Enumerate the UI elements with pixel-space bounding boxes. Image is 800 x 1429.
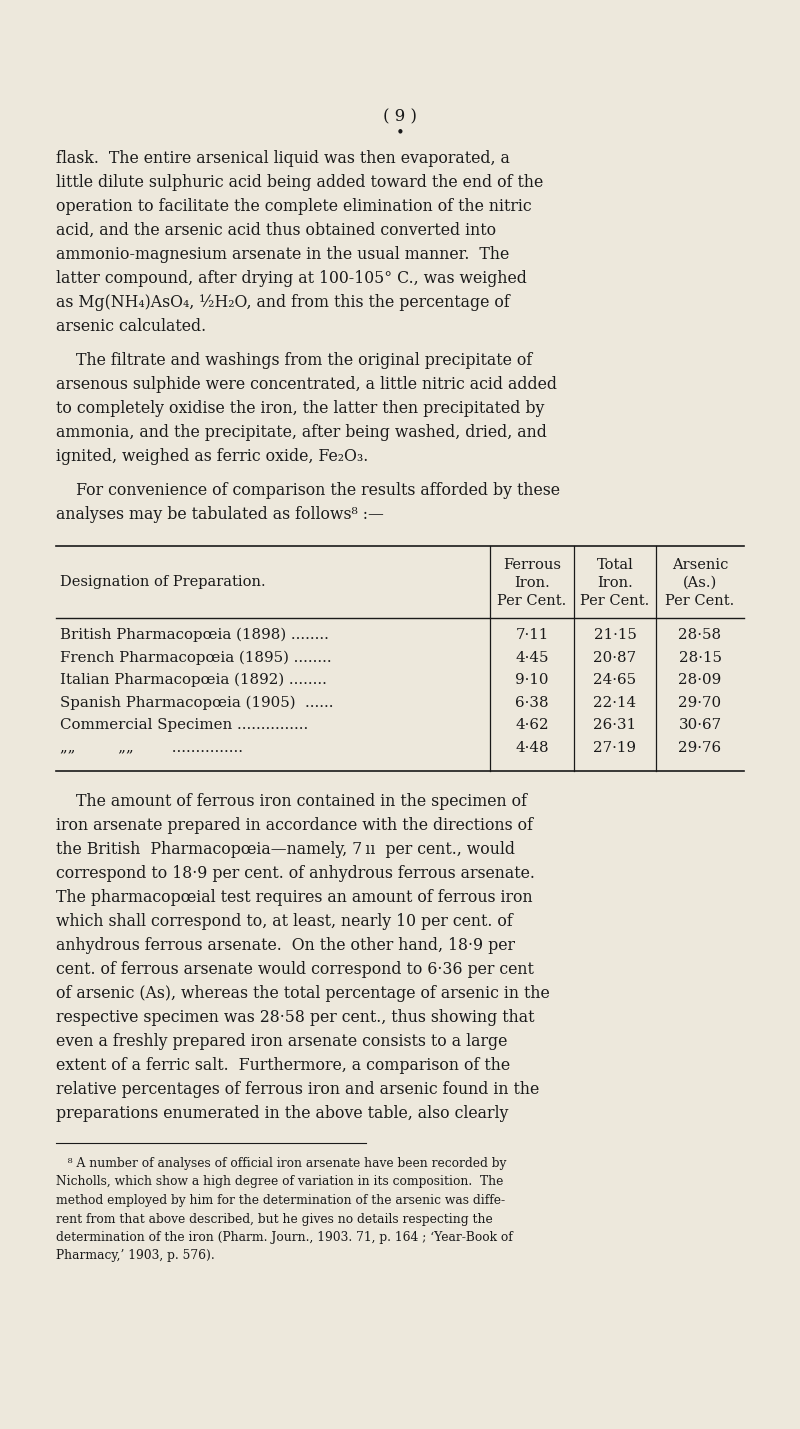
Text: as Mg(NH₄)AsO₄, ½H₂O, and from this the percentage of: as Mg(NH₄)AsO₄, ½H₂O, and from this the …: [56, 294, 510, 312]
Text: „„         „„        ...............: „„ „„ ...............: [60, 740, 243, 755]
Text: little dilute sulphuric acid being added toward the end of the: little dilute sulphuric acid being added…: [56, 174, 543, 191]
Text: 24·65: 24·65: [594, 673, 637, 687]
Text: (As.): (As.): [683, 576, 717, 590]
Text: Total: Total: [597, 557, 634, 572]
Text: 29·70: 29·70: [678, 696, 722, 710]
Text: latter compound, after drying at 100-105° C., was weighed: latter compound, after drying at 100-105…: [56, 270, 527, 287]
Text: Spanish Pharmacopœia (1905)  ......: Spanish Pharmacopœia (1905) ......: [60, 696, 334, 710]
Text: determination of the iron (Pharm. Journ., 1903. 71, p. 164 ; ‘Year-Book of: determination of the iron (Pharm. Journ.…: [56, 1230, 513, 1245]
Text: 28·09: 28·09: [678, 673, 722, 687]
Text: The amount of ferrous iron contained in the specimen of: The amount of ferrous iron contained in …: [56, 793, 527, 810]
Text: iron arsenate prepared in accordance with the directions of: iron arsenate prepared in accordance wit…: [56, 817, 533, 835]
Text: 7·11: 7·11: [515, 627, 549, 642]
Text: acid, and the arsenic acid thus obtained converted into: acid, and the arsenic acid thus obtained…: [56, 221, 496, 239]
Text: Ferrous: Ferrous: [503, 557, 561, 572]
Text: of arsenic (As), whereas the total percentage of arsenic in the: of arsenic (As), whereas the total perce…: [56, 985, 550, 1002]
Text: For convenience of comparison the results afforded by these: For convenience of comparison the result…: [56, 482, 560, 499]
Text: analyses may be tabulated as follows⁸ :—: analyses may be tabulated as follows⁸ :—: [56, 506, 384, 523]
Text: to completely oxidise the iron, the latter then precipitated by: to completely oxidise the iron, the latt…: [56, 400, 544, 417]
Text: 4·48: 4·48: [515, 740, 549, 755]
Text: British Pharmacopœia (1898) ........: British Pharmacopœia (1898) ........: [60, 627, 329, 643]
Text: Iron.: Iron.: [514, 576, 550, 590]
Text: Per Cent.: Per Cent.: [666, 594, 734, 607]
Text: 29·76: 29·76: [678, 740, 722, 755]
Text: preparations enumerated in the above table, also clearly: preparations enumerated in the above tab…: [56, 1105, 508, 1122]
Text: The pharmacopœial test requires an amount of ferrous iron: The pharmacopœial test requires an amoun…: [56, 889, 533, 906]
Text: cent. of ferrous arsenate would correspond to 6·36 per cent: cent. of ferrous arsenate would correspo…: [56, 960, 534, 977]
Text: 28·58: 28·58: [678, 627, 722, 642]
Text: relative percentages of ferrous iron and arsenic found in the: relative percentages of ferrous iron and…: [56, 1080, 539, 1097]
Text: ( 9 ): ( 9 ): [383, 109, 417, 124]
Text: flask.  The entire arsenical liquid was then evaporated, a: flask. The entire arsenical liquid was t…: [56, 150, 510, 167]
Text: even a freshly prepared iron arsenate consists to a large: even a freshly prepared iron arsenate co…: [56, 1033, 507, 1050]
Text: 26·31: 26·31: [594, 717, 637, 732]
Text: arsenous sulphide were concentrated, a little nitric acid added: arsenous sulphide were concentrated, a l…: [56, 376, 557, 393]
Text: 9·10: 9·10: [515, 673, 549, 687]
Text: French Pharmacopœia (1895) ........: French Pharmacopœia (1895) ........: [60, 650, 332, 664]
Text: Per Cent.: Per Cent.: [498, 594, 566, 607]
Text: method employed by him for the determination of the arsenic was diffe-: method employed by him for the determina…: [56, 1195, 505, 1208]
Text: the British  Pharmacopœia—namely, 7 ıı  per cent., would: the British Pharmacopœia—namely, 7 ıı pe…: [56, 842, 515, 857]
Text: Commercial Specimen ...............: Commercial Specimen ...............: [60, 717, 308, 732]
Text: The filtrate and washings from the original precipitate of: The filtrate and washings from the origi…: [56, 352, 532, 369]
Text: operation to facilitate the complete elimination of the nitric: operation to facilitate the complete eli…: [56, 199, 532, 214]
Text: Nicholls, which show a high degree of variation in its composition.  The: Nicholls, which show a high degree of va…: [56, 1176, 503, 1189]
Text: anhydrous ferrous arsenate.  On the other hand, 18·9 per: anhydrous ferrous arsenate. On the other…: [56, 937, 515, 955]
Text: Per Cent.: Per Cent.: [580, 594, 650, 607]
Text: 30·67: 30·67: [678, 717, 722, 732]
Text: ammonio-magnesium arsenate in the usual manner.  The: ammonio-magnesium arsenate in the usual …: [56, 246, 510, 263]
Text: ignited, weighed as ferric oxide, Fe₂O₃.: ignited, weighed as ferric oxide, Fe₂O₃.: [56, 449, 368, 464]
Text: extent of a ferric salt.  Furthermore, a comparison of the: extent of a ferric salt. Furthermore, a …: [56, 1057, 510, 1075]
Text: 27·19: 27·19: [594, 740, 637, 755]
Text: Italian Pharmacopœia (1892) ........: Italian Pharmacopœia (1892) ........: [60, 673, 327, 687]
Text: ●: ●: [398, 129, 402, 133]
Text: Pharmacy,’ 1903, p. 576).: Pharmacy,’ 1903, p. 576).: [56, 1249, 214, 1262]
Text: 28·15: 28·15: [678, 650, 722, 664]
Text: rent from that above described, but he gives no details respecting the: rent from that above described, but he g…: [56, 1212, 493, 1226]
Text: correspond to 18·9 per cent. of anhydrous ferrous arsenate.: correspond to 18·9 per cent. of anhydrou…: [56, 865, 535, 882]
Text: 6·38: 6·38: [515, 696, 549, 710]
Text: 4·45: 4·45: [515, 650, 549, 664]
Text: which shall correspond to, at least, nearly 10 per cent. of: which shall correspond to, at least, nea…: [56, 913, 513, 930]
Text: 4·62: 4·62: [515, 717, 549, 732]
Text: Arsenic: Arsenic: [672, 557, 728, 572]
Text: ammonia, and the precipitate, after being washed, dried, and: ammonia, and the precipitate, after bein…: [56, 424, 547, 442]
Text: 20·87: 20·87: [594, 650, 637, 664]
Text: Designation of Preparation.: Designation of Preparation.: [60, 574, 266, 589]
Text: respective specimen was 28·58 per cent., thus showing that: respective specimen was 28·58 per cent.,…: [56, 1009, 534, 1026]
Text: 22·14: 22·14: [594, 696, 637, 710]
Text: 21·15: 21·15: [594, 627, 637, 642]
Text: arsenic calculated.: arsenic calculated.: [56, 319, 206, 334]
Text: Iron.: Iron.: [597, 576, 633, 590]
Text: ⁸ A number of analyses of official iron arsenate have been recorded by: ⁸ A number of analyses of official iron …: [56, 1157, 506, 1170]
